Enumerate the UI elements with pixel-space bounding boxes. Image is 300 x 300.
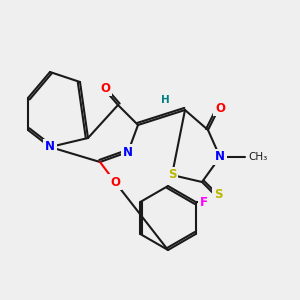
Text: F: F [200,196,208,208]
Text: O: O [110,176,120,188]
Text: CH₃: CH₃ [248,152,267,162]
Text: H: H [160,95,169,105]
Text: N: N [215,151,225,164]
Text: N: N [45,140,55,154]
Text: N: N [123,146,133,158]
Text: O: O [100,82,110,94]
Text: O: O [215,101,225,115]
Text: S: S [168,169,176,182]
Text: S: S [214,188,222,202]
